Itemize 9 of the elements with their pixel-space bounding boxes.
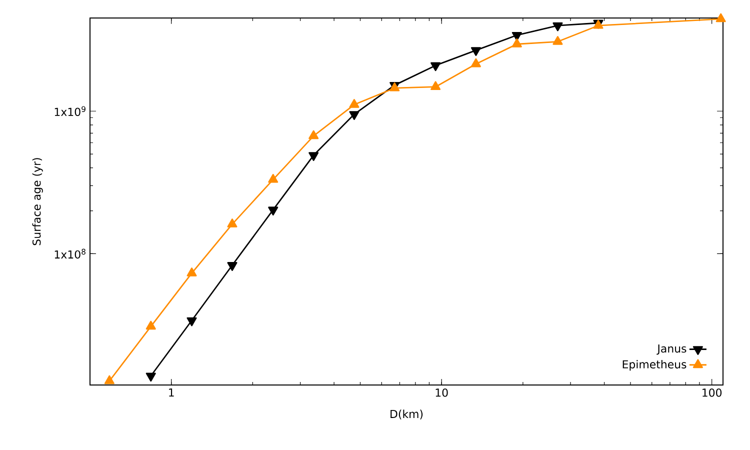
legend-label: Janus: [656, 344, 686, 355]
x-tick-label: 1: [169, 388, 174, 396]
legend-label: Epimetheus: [622, 360, 686, 371]
x-tick-label: 100: [702, 388, 722, 397]
x-tick-label: 10: [436, 388, 448, 397]
y-tick-label: 1x10$^{8}$: [54, 248, 86, 259]
y-axis-title: Surface age (yr): [32, 158, 43, 246]
y-tick-label: 1x10$^{9}$: [54, 106, 86, 116]
x-axis-title: D(km): [390, 410, 423, 420]
